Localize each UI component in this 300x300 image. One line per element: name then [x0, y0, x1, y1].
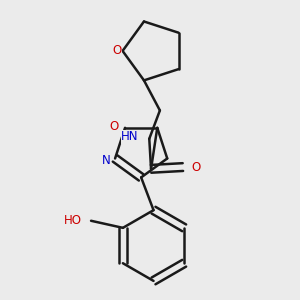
Text: N: N: [102, 154, 111, 167]
Text: HN: HN: [121, 130, 139, 143]
Text: O: O: [112, 44, 122, 57]
Text: O: O: [192, 160, 201, 174]
Text: HO: HO: [64, 214, 82, 227]
Text: O: O: [110, 119, 119, 133]
